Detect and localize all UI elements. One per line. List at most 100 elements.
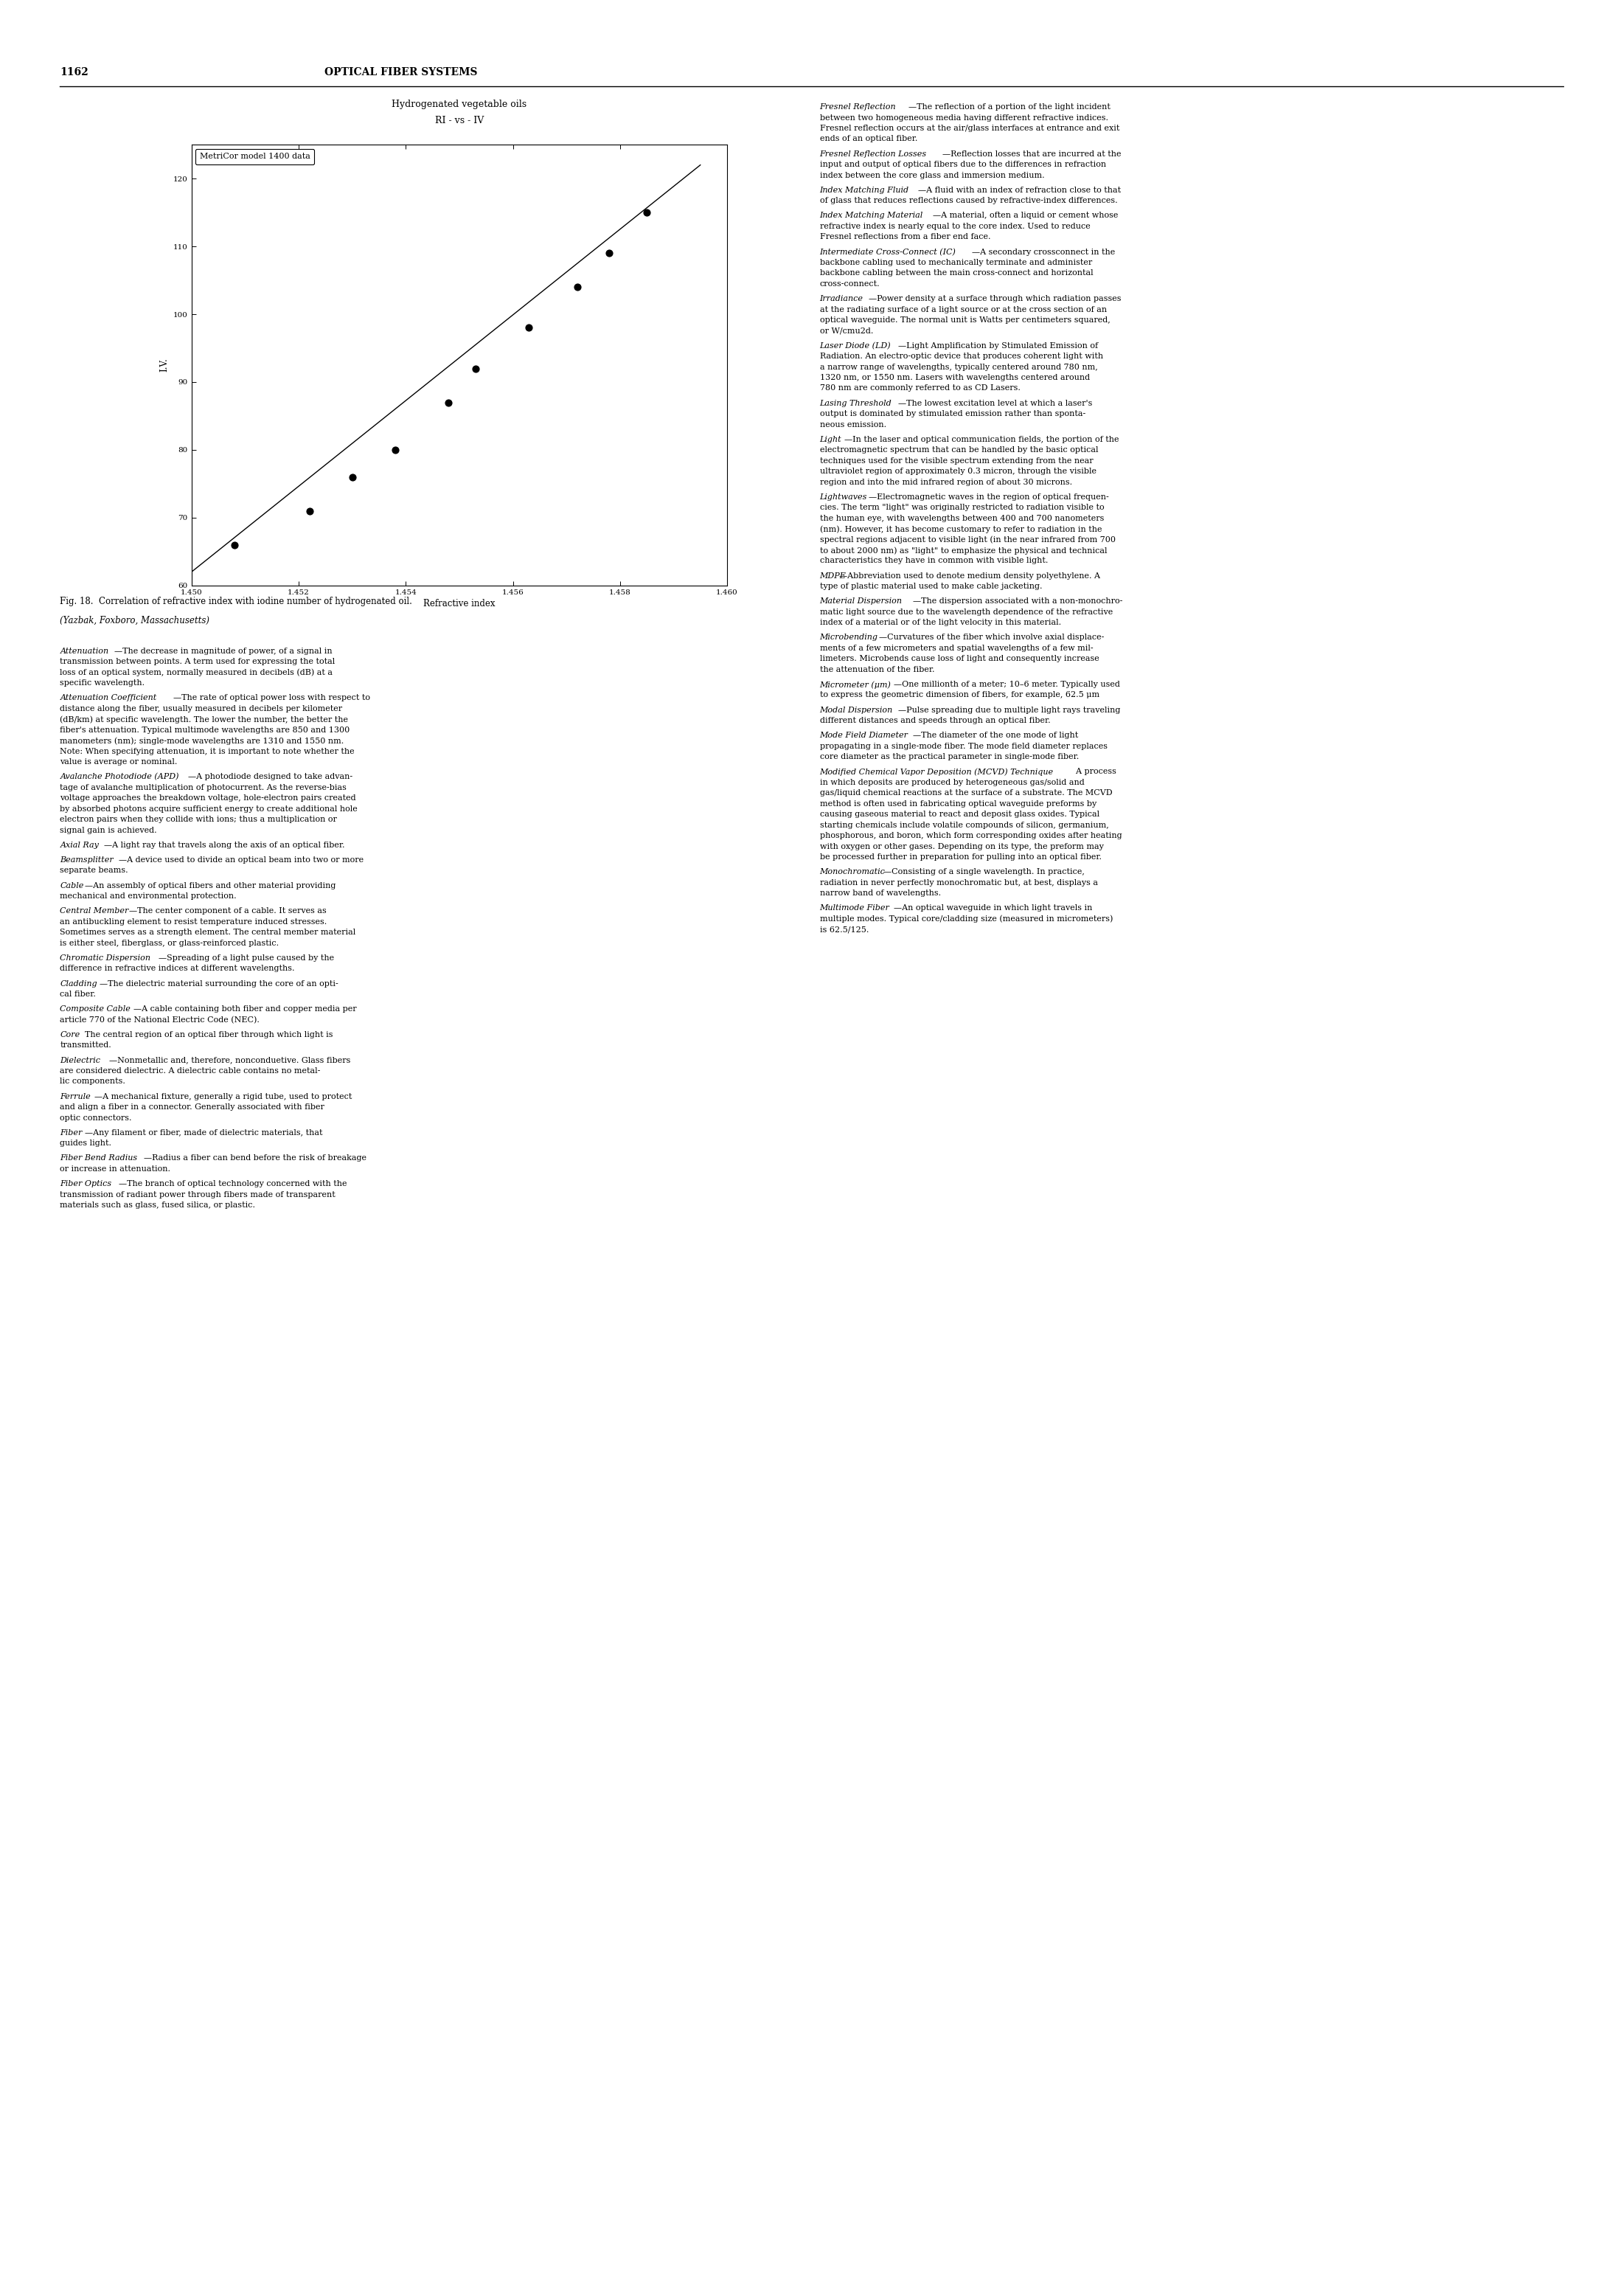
Text: ultraviolet region of approximately 0.3 micron, through the visible: ultraviolet region of approximately 0.3 … bbox=[820, 468, 1096, 475]
Text: (Yazbak, Foxboro, Massachusetts): (Yazbak, Foxboro, Massachusetts) bbox=[60, 615, 209, 625]
Text: —A mechanical fixture, generally a rigid tube, used to protect: —A mechanical fixture, generally a rigid… bbox=[94, 1093, 352, 1100]
Point bbox=[633, 195, 659, 232]
Text: (nm). However, it has become customary to refer to radiation in the: (nm). However, it has become customary t… bbox=[820, 526, 1102, 533]
Point bbox=[339, 459, 365, 496]
Text: Monochromatic: Monochromatic bbox=[820, 868, 885, 875]
Text: —Pulse spreading due to multiple light rays traveling: —Pulse spreading due to multiple light r… bbox=[898, 707, 1120, 714]
Text: Fresnel reflection occurs at the air/glass interfaces at entrance and exit: Fresnel reflection occurs at the air/gla… bbox=[820, 124, 1120, 131]
Text: —A photodiode designed to take advan-: —A photodiode designed to take advan- bbox=[188, 774, 352, 781]
Text: —Reflection losses that are incurred at the: —Reflection losses that are incurred at … bbox=[943, 149, 1121, 158]
Text: techniques used for the visible spectrum extending from the near: techniques used for the visible spectrum… bbox=[820, 457, 1092, 464]
Text: Modal Dispersion: Modal Dispersion bbox=[820, 707, 893, 714]
Text: the attenuation of the fiber.: the attenuation of the fiber. bbox=[820, 666, 935, 673]
Text: —The decrease in magnitude of power, of a signal in: —The decrease in magnitude of power, of … bbox=[114, 647, 333, 654]
Text: starting chemicals include volatile compounds of silicon, germanium,: starting chemicals include volatile comp… bbox=[820, 822, 1109, 829]
Text: is 62.5/125.: is 62.5/125. bbox=[820, 925, 868, 932]
Text: —Consisting of a single wavelength. In practice,: —Consisting of a single wavelength. In p… bbox=[883, 868, 1084, 875]
Text: distance along the fiber, usually measured in decibels per kilometer: distance along the fiber, usually measur… bbox=[60, 705, 342, 712]
Text: electromagnetic spectrum that can be handled by the basic optical: electromagnetic spectrum that can be han… bbox=[820, 445, 1099, 455]
Text: voltage approaches the breakdown voltage, hole-electron pairs created: voltage approaches the breakdown voltage… bbox=[60, 794, 355, 801]
Text: Axial Ray: Axial Ray bbox=[60, 840, 99, 850]
Text: signal gain is achieved.: signal gain is achieved. bbox=[60, 827, 157, 833]
Text: Laser Diode (LD): Laser Diode (LD) bbox=[820, 342, 891, 349]
Text: —Radius a fiber can bend before the risk of breakage: —Radius a fiber can bend before the risk… bbox=[143, 1155, 367, 1162]
Text: propagating in a single-mode fiber. The mode field diameter replaces: propagating in a single-mode fiber. The … bbox=[820, 742, 1107, 751]
Text: causing gaseous material to react and deposit glass oxides. Typical: causing gaseous material to react and de… bbox=[820, 810, 1099, 817]
Text: (dB/km) at specific wavelength. The lower the number, the better the: (dB/km) at specific wavelength. The lowe… bbox=[60, 716, 349, 723]
Text: guides light.: guides light. bbox=[60, 1139, 112, 1148]
Text: by absorbed photons acquire sufficient energy to create additional hole: by absorbed photons acquire sufficient e… bbox=[60, 806, 357, 813]
Text: —A device used to divide an optical beam into two or more: —A device used to divide an optical beam… bbox=[118, 856, 364, 863]
Text: —The diameter of the one mode of light: —The diameter of the one mode of light bbox=[914, 732, 1078, 739]
Text: method is often used in fabricating optical waveguide preforms by: method is often used in fabricating opti… bbox=[820, 799, 1096, 808]
Text: Intermediate Cross-Connect (IC): Intermediate Cross-Connect (IC) bbox=[820, 248, 956, 255]
Text: transmission between points. A term used for expressing the total: transmission between points. A term used… bbox=[60, 659, 336, 666]
Text: electron pairs when they collide with ions; thus a multiplication or: electron pairs when they collide with io… bbox=[60, 815, 338, 824]
Text: Composite Cable: Composite Cable bbox=[60, 1006, 131, 1013]
Text: a narrow range of wavelengths, typically centered around 780 nm,: a narrow range of wavelengths, typically… bbox=[820, 363, 1097, 370]
Text: with oxygen or other gases. Depending on its type, the preform may: with oxygen or other gases. Depending on… bbox=[820, 843, 1104, 850]
Text: loss of an optical system, normally measured in decibels (dB) at a: loss of an optical system, normally meas… bbox=[60, 668, 333, 677]
Text: Material Dispersion: Material Dispersion bbox=[820, 597, 902, 606]
Text: type of plastic material used to make cable jacketing.: type of plastic material used to make ca… bbox=[820, 583, 1042, 590]
Text: spectral regions adjacent to visible light (in the near infrared from 700: spectral regions adjacent to visible lig… bbox=[820, 535, 1115, 544]
Text: —A fluid with an index of refraction close to that: —A fluid with an index of refraction clo… bbox=[919, 186, 1121, 193]
Text: —Curvatures of the fiber which involve axial displace-: —Curvatures of the fiber which involve a… bbox=[878, 634, 1104, 641]
Text: cies. The term "light" was originally restricted to radiation visible to: cies. The term "light" was originally re… bbox=[820, 503, 1104, 512]
Text: Dielectric: Dielectric bbox=[60, 1056, 101, 1063]
Text: Avalanche Photodiode (APD): Avalanche Photodiode (APD) bbox=[60, 774, 179, 781]
Text: Hydrogenated vegetable oils: Hydrogenated vegetable oils bbox=[391, 99, 527, 108]
Text: tage of avalanche multiplication of photocurrent. As the reverse-bias: tage of avalanche multiplication of phot… bbox=[60, 783, 347, 792]
Text: index between the core glass and immersion medium.: index between the core glass and immersi… bbox=[820, 172, 1044, 179]
Text: article 770 of the National Electric Code (NEC).: article 770 of the National Electric Cod… bbox=[60, 1017, 260, 1024]
Text: an antibuckling element to resist temperature induced stresses.: an antibuckling element to resist temper… bbox=[60, 918, 328, 925]
Point bbox=[516, 310, 542, 347]
Text: and align a fiber in a connector. Generally associated with fiber: and align a fiber in a connector. Genera… bbox=[60, 1104, 325, 1111]
Text: input and output of optical fibers due to the differences in refraction: input and output of optical fibers due t… bbox=[820, 161, 1105, 168]
Text: Mode Field Diameter: Mode Field Diameter bbox=[820, 732, 909, 739]
Text: radiation in never perfectly monochromatic but, at best, displays a: radiation in never perfectly monochromat… bbox=[820, 879, 1097, 886]
Text: —The rate of optical power loss with respect to: —The rate of optical power loss with res… bbox=[174, 693, 370, 703]
Point bbox=[565, 269, 591, 305]
Text: ends of an optical fiber.: ends of an optical fiber. bbox=[820, 135, 917, 142]
Text: —Electromagnetic waves in the region of optical frequen-: —Electromagnetic waves in the region of … bbox=[868, 494, 1109, 501]
Text: Central Member: Central Member bbox=[60, 907, 128, 914]
Text: manometers (nm); single-mode wavelengths are 1310 and 1550 nm.: manometers (nm); single-mode wavelengths… bbox=[60, 737, 344, 744]
Text: Fiber Optics: Fiber Optics bbox=[60, 1180, 112, 1187]
Text: Fresnel Reflection: Fresnel Reflection bbox=[820, 103, 896, 110]
Text: —Light Amplification by Stimulated Emission of: —Light Amplification by Stimulated Emiss… bbox=[898, 342, 1099, 349]
Text: region and into the mid infrared region of about 30 microns.: region and into the mid infrared region … bbox=[820, 478, 1071, 487]
Text: Fiber: Fiber bbox=[60, 1130, 83, 1137]
Text: Cladding: Cladding bbox=[60, 980, 97, 987]
Text: at the radiating surface of a light source or at the cross section of an: at the radiating surface of a light sour… bbox=[820, 305, 1107, 312]
Text: —The lowest excitation level at which a laser's: —The lowest excitation level at which a … bbox=[898, 400, 1092, 406]
Text: 1162: 1162 bbox=[60, 67, 89, 78]
Text: Beamsplitter: Beamsplitter bbox=[60, 856, 114, 863]
Text: The central region of an optical fiber through which light is: The central region of an optical fiber t… bbox=[80, 1031, 333, 1038]
Text: or increase in attenuation.: or increase in attenuation. bbox=[60, 1166, 170, 1173]
Text: limeters. Microbends cause loss of light and consequently increase: limeters. Microbends cause loss of light… bbox=[820, 654, 1099, 664]
Text: Irradiance: Irradiance bbox=[820, 296, 863, 303]
Text: ments of a few micrometers and spatial wavelengths of a few mil-: ments of a few micrometers and spatial w… bbox=[820, 645, 1092, 652]
Text: Sometimes serves as a strength element. The central member material: Sometimes serves as a strength element. … bbox=[60, 928, 355, 937]
Text: output is dominated by stimulated emission rather than sponta-: output is dominated by stimulated emissi… bbox=[820, 411, 1086, 418]
Point bbox=[435, 383, 461, 420]
Text: Fiber Bend Radius: Fiber Bend Radius bbox=[60, 1155, 138, 1162]
Text: to about 2000 nm) as "light" to emphasize the physical and technical: to about 2000 nm) as "light" to emphasiz… bbox=[820, 546, 1107, 553]
Text: Fresnel Reflection Losses: Fresnel Reflection Losses bbox=[820, 149, 927, 158]
Text: —Spreading of a light pulse caused by the: —Spreading of a light pulse caused by th… bbox=[159, 955, 334, 962]
Text: —Power density at a surface through which radiation passes: —Power density at a surface through whic… bbox=[868, 296, 1121, 303]
Text: multiple modes. Typical core/cladding size (measured in micrometers): multiple modes. Typical core/cladding si… bbox=[820, 916, 1113, 923]
Text: between two homogeneous media having different refractive indices.: between two homogeneous media having dif… bbox=[820, 115, 1109, 122]
Text: Index Matching Fluid: Index Matching Fluid bbox=[820, 186, 909, 193]
Text: Core: Core bbox=[60, 1031, 80, 1038]
Text: Multimode Fiber: Multimode Fiber bbox=[820, 905, 889, 912]
Text: specific wavelength.: specific wavelength. bbox=[60, 680, 144, 687]
Text: OPTICAL FIBER SYSTEMS: OPTICAL FIBER SYSTEMS bbox=[325, 67, 477, 78]
Text: in which deposits are produced by heterogeneous gas/solid and: in which deposits are produced by hetero… bbox=[820, 778, 1084, 785]
Text: Lasing Threshold: Lasing Threshold bbox=[820, 400, 891, 406]
Legend: MetriCor model 1400 data: MetriCor model 1400 data bbox=[196, 149, 315, 165]
Text: Lightwaves: Lightwaves bbox=[820, 494, 867, 501]
Text: core diameter as the practical parameter in single-mode fiber.: core diameter as the practical parameter… bbox=[820, 753, 1079, 760]
Text: —In the laser and optical communication fields, the portion of the: —In the laser and optical communication … bbox=[844, 436, 1118, 443]
